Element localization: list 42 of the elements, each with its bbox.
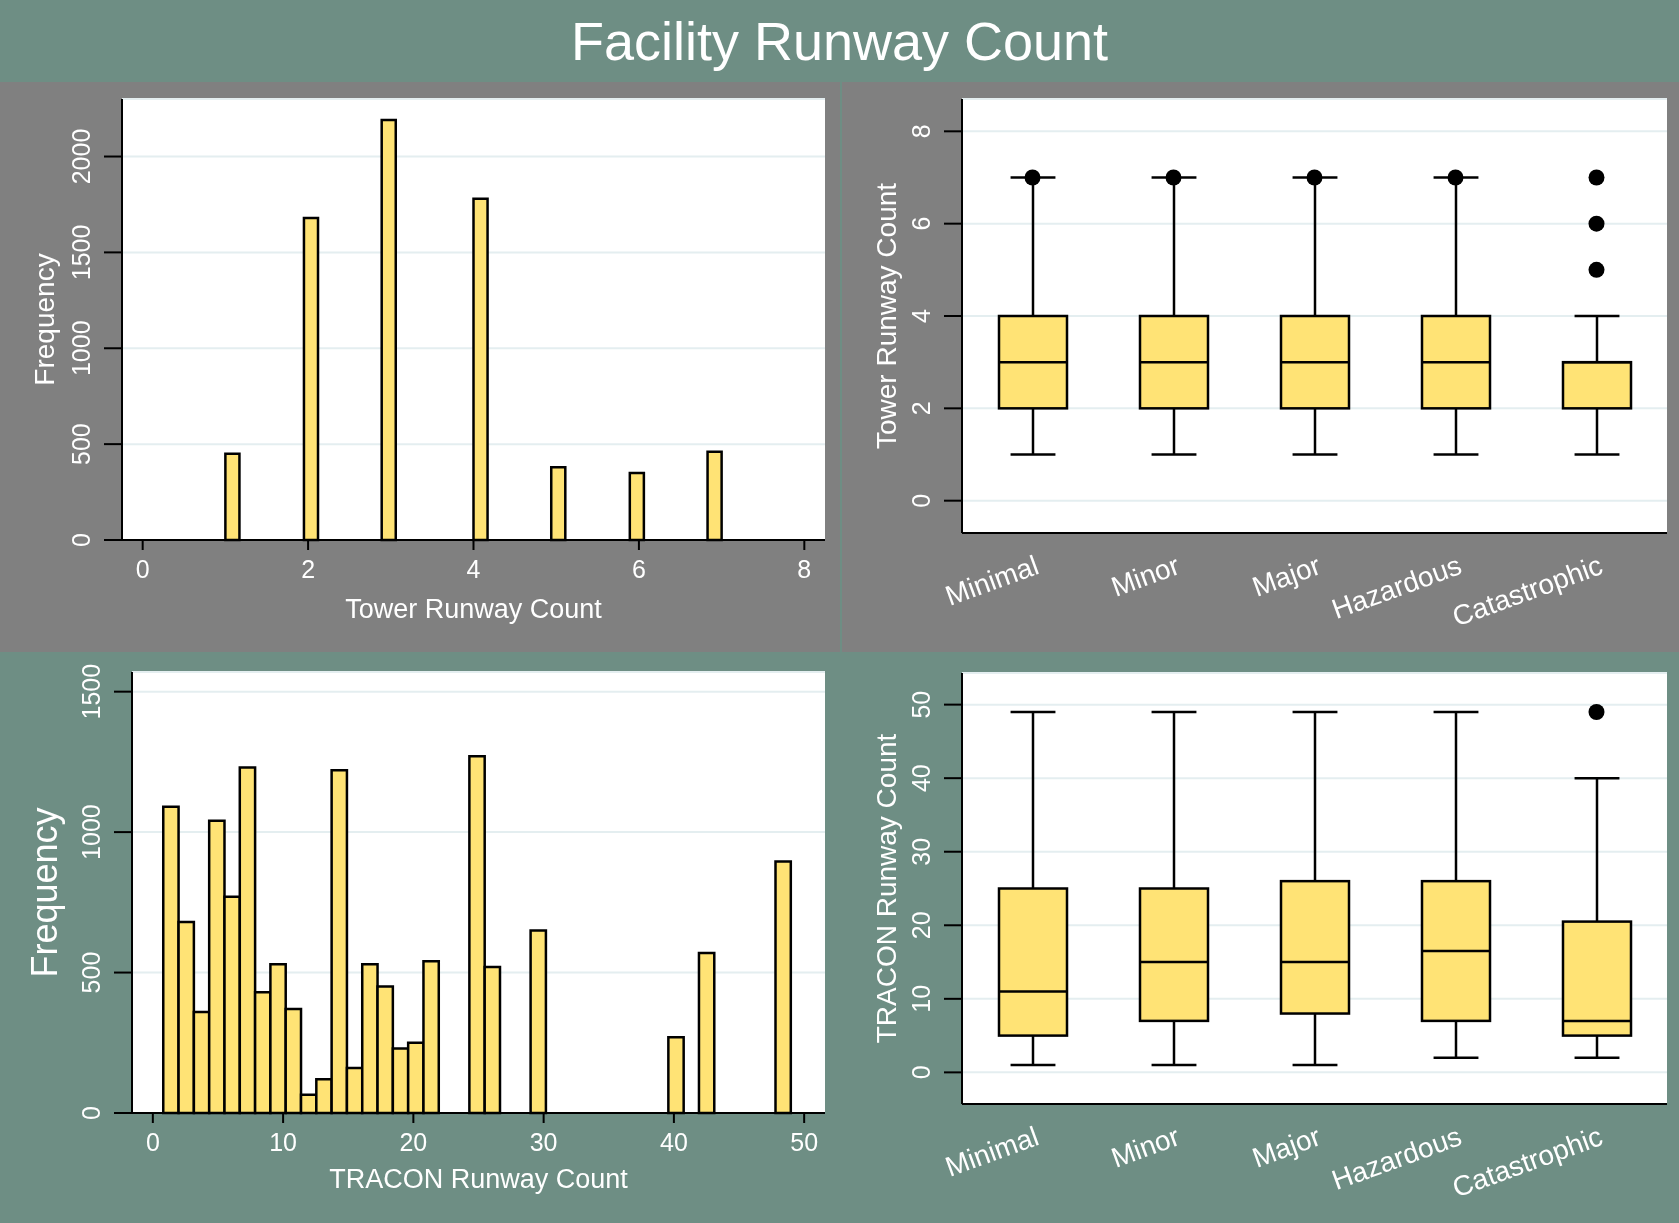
y-tick-label: 2 [907,401,935,416]
y-axis-title: TRACON Runway Count [870,733,902,1044]
x-tick-label: 0 [135,555,150,583]
y-tick-label: 6 [907,216,935,231]
x-tick-label: 8 [797,555,812,583]
y-tick-label: 10 [907,984,935,1013]
x-tick-label: 30 [529,1128,558,1156]
x-tick-label: 6 [631,555,646,583]
y-axis-title: Tower Runway Count [870,182,902,450]
y-tick-label: 0 [67,533,95,547]
y-axis-title: Frequency [28,253,60,386]
x-tick-label: Major [1248,1120,1325,1174]
y-tick-label: 500 [77,951,105,994]
y-tick-label: 0 [907,1065,935,1080]
x-tick-label: 50 [790,1128,819,1156]
y-tick-label: 1500 [67,224,95,281]
x-tick-label: 2 [301,555,316,583]
x-tick-label: 4 [466,555,481,583]
x-tick-label: 40 [659,1128,688,1156]
x-tick-label: 20 [399,1128,428,1156]
y-tick-label: 1500 [77,663,105,720]
y-tick-label: 1000 [67,320,95,377]
y-tick-label: 40 [907,764,935,793]
y-tick-label: 8 [907,124,935,139]
x-tick-label: 0 [145,1128,160,1156]
x-tick-label: Minor [1107,549,1184,603]
x-axis-title: TRACON Runway Count [329,1164,629,1194]
x-tick-label: Major [1248,549,1325,603]
y-tick-label: 30 [907,837,935,866]
y-tick-label: 4 [907,308,935,323]
y-axis-title: Frequency [23,807,65,978]
y-tick-label: 0 [77,1106,105,1120]
y-tick-label: 50 [907,690,935,719]
x-tick-label: Minor [1107,1120,1184,1174]
y-tick-label: 500 [67,423,95,465]
x-axis-title: Tower Runway Count [345,594,603,624]
chart-title: Facility Runway Count [569,10,1110,73]
y-tick-label: 1000 [77,804,105,860]
y-tick-label: 2000 [67,128,95,185]
x-tick-label: 10 [269,1128,298,1156]
y-tick-label: 0 [907,493,935,508]
y-tick-label: 20 [907,911,935,940]
